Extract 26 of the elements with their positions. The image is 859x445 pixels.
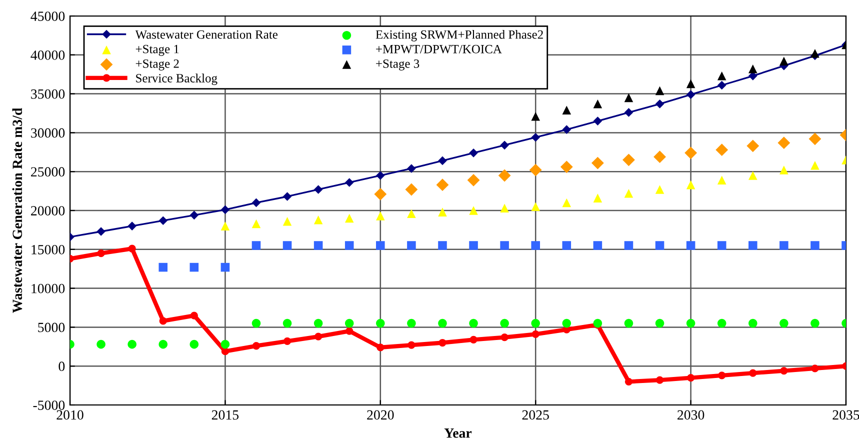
y-tick-label: 0 — [58, 362, 65, 372]
legend-label: Service Backlog — [136, 74, 218, 86]
y-axis-title: Wastewater Generation Rate m3/d — [12, 108, 22, 313]
y-tick-label: 35000 — [31, 89, 65, 99]
legend-label: Existing SRWM+Planned Phase2 — [376, 30, 543, 42]
y-tick-label: 45000 — [30, 12, 65, 21]
x-tick-label: 2030 — [678, 410, 704, 420]
x-tick-label: 2020 — [367, 410, 394, 420]
x-tick-label: 2015 — [212, 410, 239, 420]
legend-label: +Stage 3 — [376, 59, 420, 70]
legend-label: +MPWT/DPWT/KOICA — [376, 44, 502, 54]
y-tick-label: 40000 — [30, 50, 65, 60]
y-tick-label: 30000 — [31, 128, 65, 138]
y-tick-label: 20000 — [31, 206, 65, 216]
y-tick-label: 5000 — [38, 322, 65, 332]
x-tick-label: 2025 — [522, 410, 549, 420]
y-tick-label: -5000 — [33, 400, 65, 410]
x-tick-label: 2035 — [832, 410, 859, 420]
y-tick-label: 10000 — [32, 284, 65, 294]
legend-label: +Stage 1 — [136, 44, 179, 56]
y-tick-label: 25000 — [31, 167, 65, 177]
y-tick-label: 15000 — [32, 244, 65, 254]
x-tick-label: 2010 — [56, 410, 84, 420]
legend-label: Wastewater Generation Rate — [135, 30, 278, 39]
legend-label: +Stage 2 — [136, 59, 179, 70]
x-axis-title: Year — [444, 428, 472, 438]
